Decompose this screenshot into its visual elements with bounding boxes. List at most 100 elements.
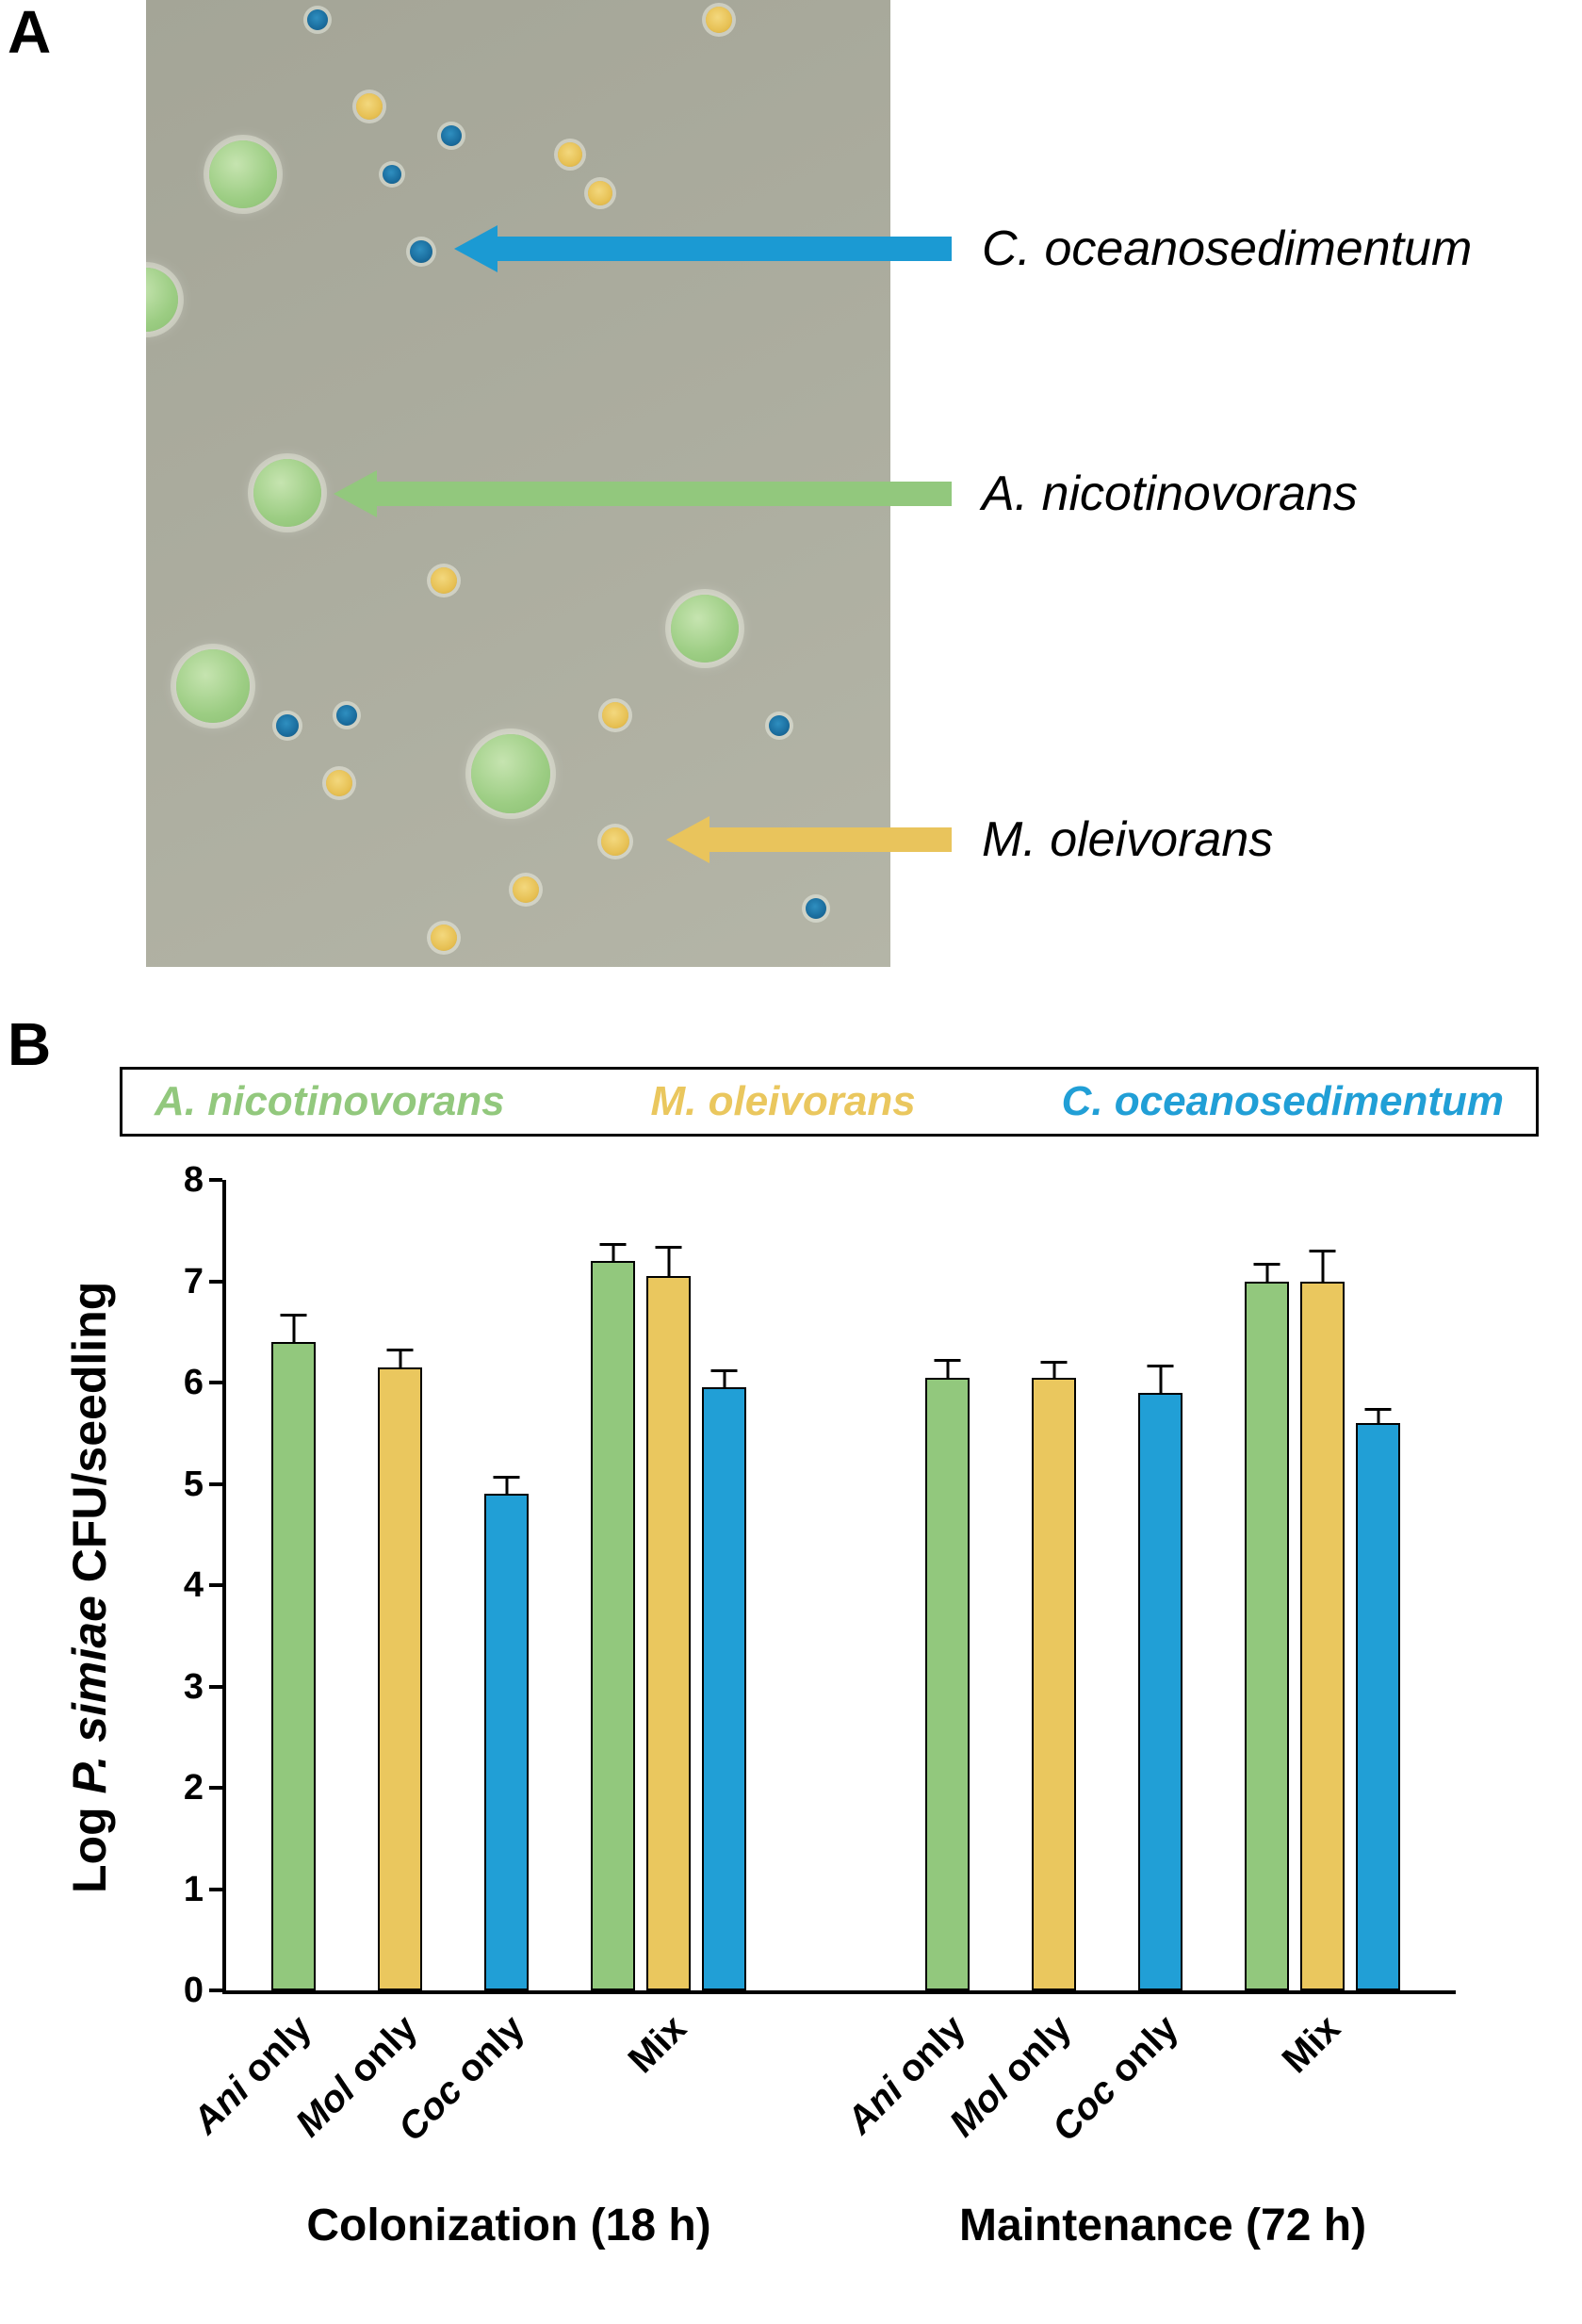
y-axis-title: Log P. simiae CFU/seedling	[62, 1180, 117, 1994]
y-tick-label: 3	[183, 1666, 204, 1707]
blue-colony	[306, 8, 328, 30]
bar-a-nicotinovorans	[925, 1359, 970, 1990]
bar-m-oleivorans	[1300, 1250, 1345, 1990]
green-colony	[471, 733, 551, 813]
annotation-label-a-nicotinovorans: A. nicotinovorans	[982, 466, 1358, 521]
legend: A. nicotinovorans M. oleivorans C. ocean…	[120, 1067, 1539, 1137]
blue-colony	[382, 164, 401, 184]
arrow-body	[704, 827, 952, 852]
green-colony	[670, 594, 739, 663]
y-tick-mark	[209, 1988, 222, 1992]
bar-c-oceanosedimentum	[1138, 1364, 1182, 1990]
yellow-colony	[706, 6, 733, 33]
arrow-head-icon	[454, 225, 497, 272]
bar-group-colonization-18-h	[271, 1242, 746, 1990]
arrow-body	[371, 482, 952, 506]
yellow-colony	[356, 92, 383, 120]
category-mix	[1245, 1250, 1400, 1990]
y-tick-mark	[209, 1381, 222, 1384]
yellow-colony	[600, 826, 629, 856]
blue-colony	[806, 898, 826, 920]
yellow-colony	[558, 142, 583, 168]
blue-colony	[276, 713, 300, 737]
bar-m-oleivorans	[646, 1245, 691, 1990]
bar-c-oceanosedimentum	[484, 1475, 529, 1990]
y-tick-label: 7	[183, 1261, 204, 1301]
yellow-colony	[431, 566, 457, 594]
y-tick-mark	[209, 1786, 222, 1790]
y-tick-mark	[209, 1583, 222, 1587]
yellow-colony	[512, 876, 539, 903]
bar-a-nicotinovorans	[591, 1242, 635, 1990]
blue-colony	[410, 239, 433, 263]
error-bar	[1377, 1407, 1379, 1425]
plot-area: Ani only Mol only Coc only Mix Ani only Mol o…	[184, 1160, 1456, 2250]
annotation-label-m-oleivorans: M. oleivorans	[982, 812, 1274, 867]
y-tick-label: 4	[183, 1565, 204, 1605]
y-tick-mark	[209, 1684, 222, 1689]
bar-c-oceanosedimentum	[1356, 1407, 1400, 1990]
green-colony	[253, 459, 322, 528]
group-label: Colonization (18 h)	[306, 2201, 711, 2250]
category-ani-only	[271, 1313, 316, 1990]
bar-m-oleivorans	[378, 1349, 422, 1990]
bar-a-nicotinovorans	[271, 1313, 316, 1990]
y-axis-title-part: CFU/seedling	[63, 1281, 116, 1596]
yellow-colony	[326, 770, 353, 797]
y-tick-label: 0	[183, 1971, 204, 2010]
y-tick-label: 8	[183, 1160, 204, 1200]
arrow-head-icon	[334, 470, 377, 517]
category-ani-only	[925, 1359, 970, 1990]
error-bar	[399, 1349, 401, 1369]
category-coc-only	[1138, 1364, 1182, 1990]
y-axis-title-species: P. simiae	[63, 1595, 116, 1794]
error-bar	[505, 1475, 508, 1497]
blue-colony	[336, 705, 358, 727]
bar-a-nicotinovorans	[1245, 1263, 1289, 1990]
x-axis-labels: Ani only Mol only Coc only Mix Ani only Mol o…	[185, 1990, 1456, 2254]
green-colony	[146, 268, 178, 333]
bar-c-oceanosedimentum	[702, 1368, 746, 1990]
error-bar	[946, 1359, 949, 1380]
category-mix	[591, 1242, 746, 1990]
panel-b-label: B	[8, 1010, 52, 1078]
legend-item-c-oceanosedimentum: C. oceanosedimentum	[1061, 1078, 1504, 1124]
yellow-colony	[431, 925, 457, 952]
blue-colony	[768, 714, 790, 736]
y-tick-label: 2	[183, 1768, 204, 1808]
y-tick-label: 1	[183, 1869, 204, 1909]
yellow-colony	[587, 181, 612, 206]
category-mol-only	[1032, 1361, 1076, 1990]
arrow-body	[492, 237, 952, 261]
error-bar	[1321, 1250, 1324, 1284]
error-bar	[667, 1245, 670, 1279]
error-bar	[1159, 1364, 1162, 1395]
error-bar	[292, 1313, 295, 1344]
panel-a-label: A	[8, 0, 52, 66]
green-colony	[208, 139, 277, 208]
bar-group-maintenance-72-h	[925, 1250, 1400, 1990]
yellow-colony	[601, 702, 628, 729]
arrow-head-icon	[666, 816, 709, 863]
y-tick-mark	[209, 1279, 222, 1284]
bar-m-oleivorans	[1032, 1361, 1076, 1990]
error-bar	[723, 1368, 726, 1390]
x-tick-label: Mix	[620, 2007, 694, 2082]
y-tick-mark	[209, 1887, 222, 1891]
category-mol-only	[378, 1349, 422, 1990]
x-tick-label: Mix	[1274, 2007, 1348, 2082]
group-label: Maintenance (72 h)	[958, 2201, 1367, 2250]
y-axis-title-part: Log	[63, 1793, 116, 1893]
error-bar	[1052, 1361, 1055, 1380]
error-bar	[1265, 1263, 1268, 1284]
y-tick-mark	[209, 1178, 222, 1182]
annotation-label-c-oceanosedimentum: C. oceanosedimentum	[982, 221, 1473, 276]
y-tick-label: 6	[183, 1363, 204, 1402]
legend-item-m-oleivorans: M. oleivorans	[650, 1078, 916, 1124]
error-bar	[612, 1242, 614, 1263]
legend-item-a-nicotinovorans: A. nicotinovorans	[155, 1078, 505, 1124]
y-tick-label: 5	[183, 1464, 204, 1504]
blue-colony	[440, 124, 462, 146]
category-coc-only	[484, 1475, 529, 1990]
